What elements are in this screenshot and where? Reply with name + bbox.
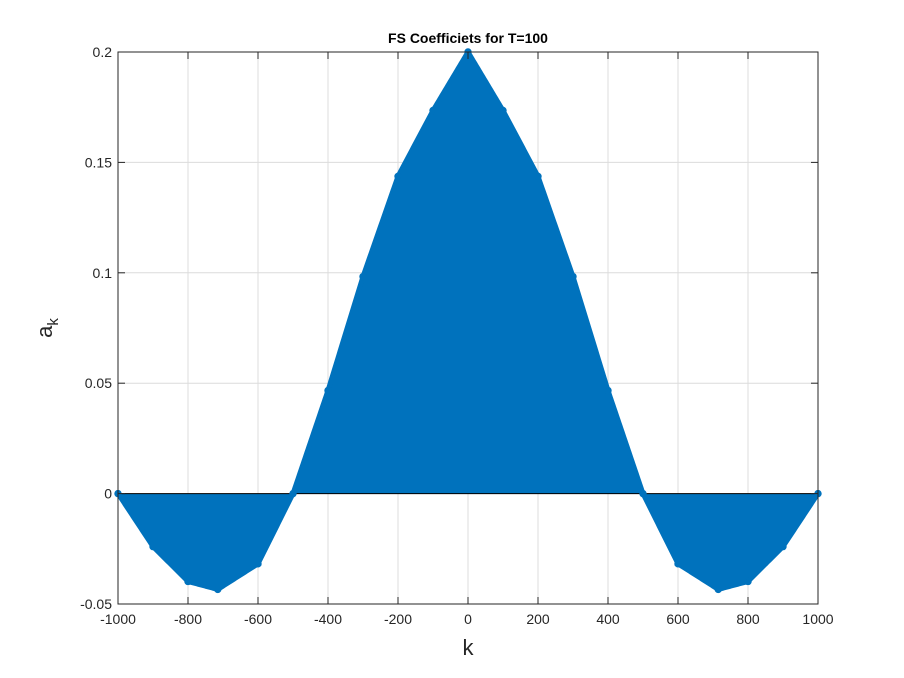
data-point bbox=[499, 106, 507, 115]
data-point bbox=[714, 585, 722, 594]
data-point bbox=[254, 560, 262, 568]
data-point bbox=[744, 577, 752, 586]
chart-title: FS Coefficiets for T=100 bbox=[388, 30, 548, 46]
x-tick-label: 200 bbox=[526, 611, 550, 627]
data-point bbox=[534, 172, 542, 181]
y-tick-label: -0.05 bbox=[80, 596, 112, 612]
y-axis-label-subscript: k bbox=[45, 318, 62, 326]
x-tick-label: 800 bbox=[736, 611, 760, 627]
data-point bbox=[569, 272, 577, 281]
data-point bbox=[214, 585, 222, 594]
data-point bbox=[289, 489, 297, 498]
y-tick-label: 0 bbox=[104, 486, 112, 502]
x-tick-label: 600 bbox=[666, 611, 690, 627]
data-point bbox=[604, 386, 612, 395]
y-axis-label: ak bbox=[32, 318, 62, 338]
x-tick-label: 400 bbox=[596, 611, 620, 627]
y-axis-label-group: ak bbox=[32, 318, 62, 338]
axis-ticks: -1000 -800 -600 -400 -200 0 200 400 600 800 1000 -0… bbox=[80, 44, 834, 627]
y-tick-label: 0.05 bbox=[85, 375, 112, 391]
data-point bbox=[779, 542, 787, 551]
y-tick-label: 0.1 bbox=[93, 265, 113, 281]
x-tick-label: 0 bbox=[464, 611, 472, 627]
data-point bbox=[429, 106, 437, 115]
y-tick-label: 0.15 bbox=[85, 154, 112, 170]
data-point bbox=[184, 577, 192, 586]
data-point bbox=[359, 272, 367, 281]
x-tick-label: -200 bbox=[384, 611, 412, 627]
x-tick-label: -1000 bbox=[100, 611, 136, 627]
x-tick-label: -800 bbox=[174, 611, 202, 627]
data-point bbox=[324, 386, 332, 395]
y-tick-label: 0.2 bbox=[93, 44, 113, 60]
data-point bbox=[394, 172, 402, 181]
data-point bbox=[639, 489, 647, 498]
x-tick-label: 1000 bbox=[802, 611, 833, 627]
x-tick-label: -400 bbox=[314, 611, 342, 627]
x-axis-label: k bbox=[463, 635, 475, 660]
data-point bbox=[149, 542, 157, 551]
y-axis-label-main: a bbox=[32, 325, 57, 338]
data-point bbox=[674, 560, 682, 568]
x-tick-label: -600 bbox=[244, 611, 272, 627]
